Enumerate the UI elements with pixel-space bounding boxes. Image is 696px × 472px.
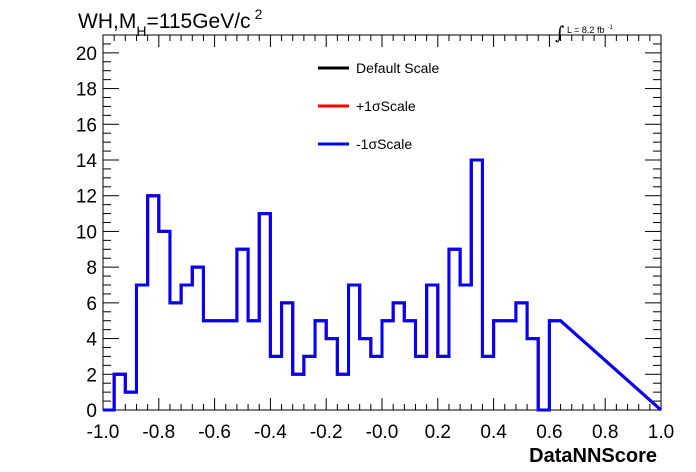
y-tick-label: 0 (86, 401, 97, 422)
y-tick-label: 14 (76, 151, 98, 172)
histogram-series-2 (103, 158, 662, 412)
y-tick-label: 18 (76, 80, 97, 101)
x-tick-label: -1.0 (87, 422, 120, 443)
lumi-superscript: -1 (607, 25, 613, 31)
x-tick-label: 0.8 (592, 422, 618, 443)
y-tick-label: 16 (76, 115, 97, 136)
x-axis-label: DataNNScore (529, 445, 657, 467)
y-tick-label: 12 (76, 187, 97, 208)
legend-label-2: -1σScale (356, 136, 412, 152)
x-tick-label: 1.0 (648, 422, 674, 443)
y-tick-label: 2 (86, 365, 97, 386)
y-tick-label: 8 (86, 258, 97, 279)
x-tick-label: 0.2 (425, 422, 451, 443)
lumi-integral: ∫ (555, 23, 565, 44)
y-tick-label: 10 (76, 222, 97, 243)
x-tick-label: -0.8 (142, 422, 175, 443)
lumi-value: L = 8.2 fb (567, 25, 604, 35)
title-superscript: 2 (255, 6, 263, 22)
y-tick-label: 4 (86, 330, 97, 351)
lumi-label: L = 8.2 fb -1 (567, 25, 613, 35)
y-tick-label: 20 (76, 44, 97, 65)
x-tick-label: 0.4 (480, 422, 507, 443)
chart-title: WH,MH=115GeV/c 2 (78, 6, 263, 39)
legend: Default Scale +1σScale -1σScale (318, 60, 439, 152)
x-tick-label: -0.2 (310, 422, 343, 443)
title-subscript: H (136, 23, 146, 39)
x-tick-label: 0.6 (536, 422, 562, 443)
x-tick-label: -0.0 (366, 422, 399, 443)
y-tick-label: 6 (86, 294, 97, 315)
title-prefix: WH,M (78, 10, 136, 33)
x-tick-label: -0.4 (254, 422, 287, 443)
legend-label-0: Default Scale (356, 60, 439, 76)
x-tick-label: -0.6 (198, 422, 231, 443)
legend-label-1: +1σScale (356, 98, 416, 114)
title-main: =115GeV/c (146, 10, 250, 33)
